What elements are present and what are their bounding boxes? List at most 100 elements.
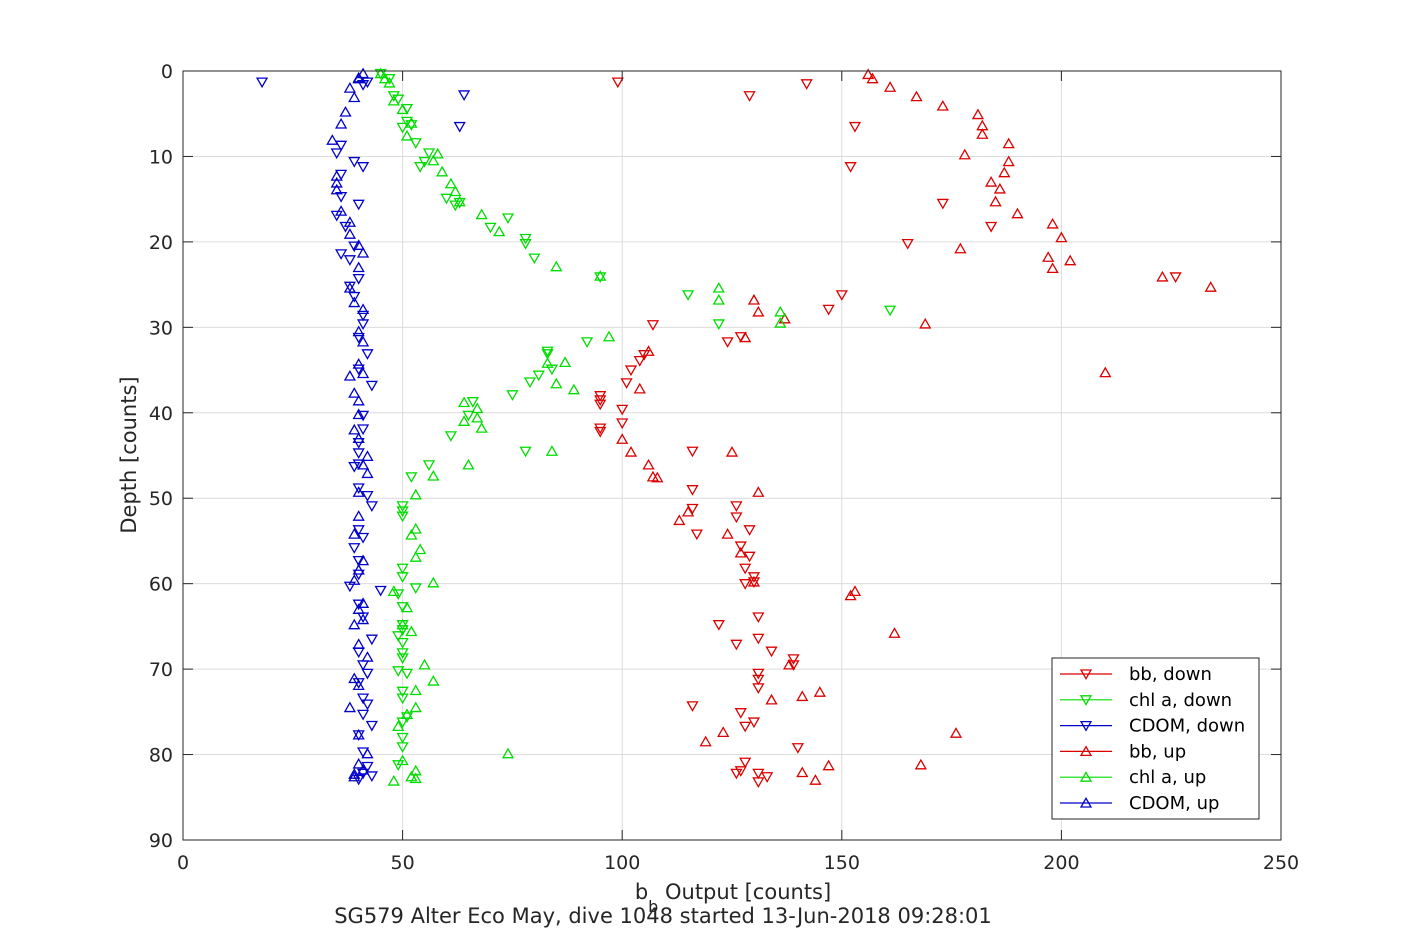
data-point <box>796 690 809 702</box>
series-3 <box>616 68 1217 785</box>
data-point <box>361 349 374 360</box>
data-point <box>356 319 370 330</box>
data-point <box>334 140 348 152</box>
data-point <box>348 528 361 539</box>
data-point <box>787 654 800 665</box>
data-point <box>383 76 396 88</box>
data-point <box>352 358 365 369</box>
data-point <box>396 754 409 766</box>
data-point <box>1002 155 1015 167</box>
data-point <box>396 693 409 705</box>
data-point <box>348 91 361 103</box>
data-point <box>787 660 800 671</box>
data-point <box>739 757 752 769</box>
data-point <box>673 514 686 526</box>
data-point <box>343 228 357 239</box>
data-point <box>392 631 405 642</box>
data-point <box>822 304 835 316</box>
y-tick-label: 90 <box>149 830 173 852</box>
data-point <box>427 154 440 166</box>
data-point <box>422 148 436 160</box>
x-axis-label-subscript: b <box>648 897 658 916</box>
data-point <box>396 625 409 636</box>
data-point <box>765 646 778 658</box>
data-point <box>365 720 378 732</box>
data-point <box>352 364 365 376</box>
data-point <box>594 399 607 411</box>
data-point <box>405 472 418 483</box>
data-point <box>651 471 664 483</box>
data-point <box>409 701 422 713</box>
data-point <box>1002 137 1015 149</box>
data-point <box>936 99 949 111</box>
data-point <box>985 221 998 233</box>
data-point <box>453 197 466 209</box>
data-point <box>642 345 655 356</box>
data-point <box>528 253 541 265</box>
legend: bb, down chl a, down CDOM, down bb, up chl a… <box>1051 657 1260 820</box>
data-point <box>506 390 519 401</box>
data-point <box>616 418 629 430</box>
data-point <box>405 625 418 637</box>
data-point <box>541 346 554 358</box>
data-point <box>747 572 761 583</box>
data-point <box>699 735 712 747</box>
data-point <box>436 165 449 177</box>
data-point <box>400 668 414 680</box>
data-point <box>616 404 629 416</box>
data-point <box>594 270 607 281</box>
x-tick-label: 250 <box>1263 852 1299 874</box>
data-point <box>747 717 761 729</box>
data-point <box>752 768 765 780</box>
data-point <box>348 423 361 435</box>
data-point <box>343 82 357 93</box>
data-point <box>352 757 365 769</box>
data-point <box>739 721 752 733</box>
data-point <box>624 365 638 377</box>
data-point <box>633 356 646 367</box>
data-point <box>352 71 365 83</box>
data-point <box>383 74 396 85</box>
data-point <box>747 575 761 587</box>
data-point <box>396 506 409 518</box>
x-axis-label-rest: Output [counts] <box>658 880 831 904</box>
x-tick-label: 100 <box>604 852 640 874</box>
plot-area-frame <box>182 70 1282 841</box>
data-point <box>484 222 497 234</box>
data-point <box>361 467 374 479</box>
data-point <box>387 585 400 597</box>
data-point <box>774 317 787 328</box>
data-point <box>422 460 436 471</box>
data-point <box>734 766 747 777</box>
data-point <box>356 162 370 173</box>
ticks-layer: 0 50 100 150 200 250 0 10 20 30 40 50 60 70 80 90 <box>149 61 1299 874</box>
data-point <box>444 431 458 442</box>
data-point <box>348 770 361 782</box>
data-point <box>387 91 400 102</box>
data-point <box>721 528 734 539</box>
data-point <box>1011 207 1024 219</box>
data-point <box>971 108 985 120</box>
data-point <box>1046 217 1059 229</box>
data-point <box>396 637 409 649</box>
data-point <box>567 383 581 395</box>
data-point <box>958 148 971 160</box>
data-point <box>501 213 515 225</box>
data-point <box>405 528 418 540</box>
data-point <box>400 601 414 613</box>
data-point <box>725 446 739 457</box>
data-point <box>361 761 374 773</box>
data-point <box>361 747 374 759</box>
data-point <box>365 380 378 392</box>
data-point <box>330 176 343 188</box>
data-point <box>356 613 370 625</box>
data-point <box>730 639 743 651</box>
data-point <box>752 683 765 694</box>
data-point <box>862 68 875 80</box>
data-point <box>348 461 361 473</box>
legend-box <box>1051 657 1260 820</box>
data-point <box>739 563 752 575</box>
data-point <box>883 81 897 92</box>
data-point <box>352 555 365 567</box>
